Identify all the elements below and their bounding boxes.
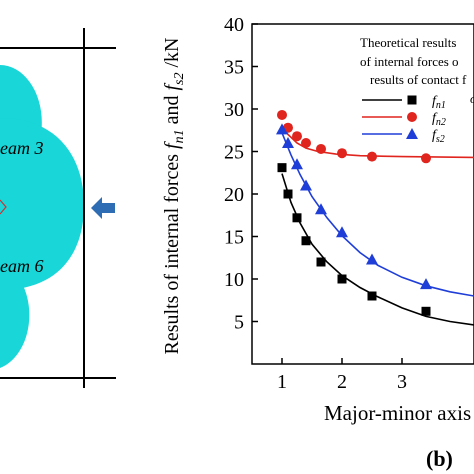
- data-point-f_n1: [292, 213, 302, 223]
- y-tick-label: 35: [224, 57, 244, 79]
- data-point-f_n2: [301, 138, 311, 148]
- x-tick-label: 2: [337, 371, 347, 393]
- data-point-f_s2: [291, 158, 303, 170]
- chart: 5 10 15 20 25 30 35 40 1 2 3 Results of internal f…: [161, 14, 474, 471]
- legend-marker-f_s2: [406, 128, 418, 139]
- data-point-f_n2: [367, 151, 377, 162]
- data-point-f_n1: [337, 274, 347, 284]
- data-point-f_s2: [366, 253, 378, 265]
- data-point-f_s2: [276, 123, 288, 135]
- y-tick-label: 30: [224, 99, 244, 121]
- data-point-f_n1: [421, 306, 431, 316]
- legend: Theoretical results of internal forces o…: [360, 35, 474, 145]
- x-axis-label: Major-minor axis: [324, 401, 471, 425]
- data-point-f_n2: [292, 131, 302, 142]
- panel-label: (b): [426, 446, 453, 471]
- legend-label-f_n2: fn2: [432, 111, 446, 128]
- data-point-f_n2: [316, 143, 326, 154]
- beam6-label: eam 6: [0, 256, 44, 276]
- data-point-f_n2: [277, 109, 287, 120]
- fit-line-f_n1: [281, 173, 474, 326]
- legend-title-line-1: Theoretical results: [360, 35, 456, 50]
- legend-title-line-3: results of contact f: [370, 72, 467, 87]
- data-point-f_n1: [277, 163, 287, 173]
- data-point-f_n1: [316, 257, 326, 267]
- data-point-f_n1: [367, 291, 377, 301]
- left-panel: eam 3 eam 6: [0, 28, 116, 388]
- y-tick-label: 15: [224, 227, 244, 249]
- y-axis-label: Results of internal forces fn1 and fs2 /…: [161, 38, 187, 355]
- data-point-f_s2: [420, 278, 432, 290]
- x-tick-label: 3: [397, 371, 407, 393]
- data-point-f_n1: [283, 189, 293, 199]
- y-tick-label: 40: [224, 14, 244, 36]
- data-point-f_n1: [301, 236, 311, 246]
- data-point-f_s2: [315, 203, 327, 215]
- arrow-left-icon: [91, 197, 115, 219]
- data-point-f_n2: [421, 153, 431, 164]
- y-tick-label: 25: [224, 142, 244, 164]
- y-tick-label: 5: [234, 312, 244, 334]
- beam3-label: eam 3: [0, 138, 44, 158]
- circle-middle: [0, 118, 84, 290]
- circle-bottom: [0, 262, 30, 368]
- legend-marker-f_n2: [407, 112, 417, 122]
- contact-mark: [0, 199, 7, 215]
- legend-marker-f_n1: [407, 95, 417, 105]
- legend-label-f_n1: fn1: [432, 94, 446, 111]
- data-point-f_s2: [336, 226, 348, 238]
- y-tick-label: 20: [224, 184, 244, 206]
- x-tick-label: 1: [277, 371, 287, 393]
- y-tick-label: 10: [224, 269, 244, 291]
- data-point-f_s2: [282, 137, 294, 148]
- data-point-f_s2: [300, 179, 312, 191]
- legend-title-line-2: of internal forces o: [360, 54, 459, 69]
- data-point-f_n2: [337, 148, 347, 159]
- legend-label-f_s2: fs2: [432, 128, 445, 145]
- legend-partial-symbol: o: [470, 91, 474, 106]
